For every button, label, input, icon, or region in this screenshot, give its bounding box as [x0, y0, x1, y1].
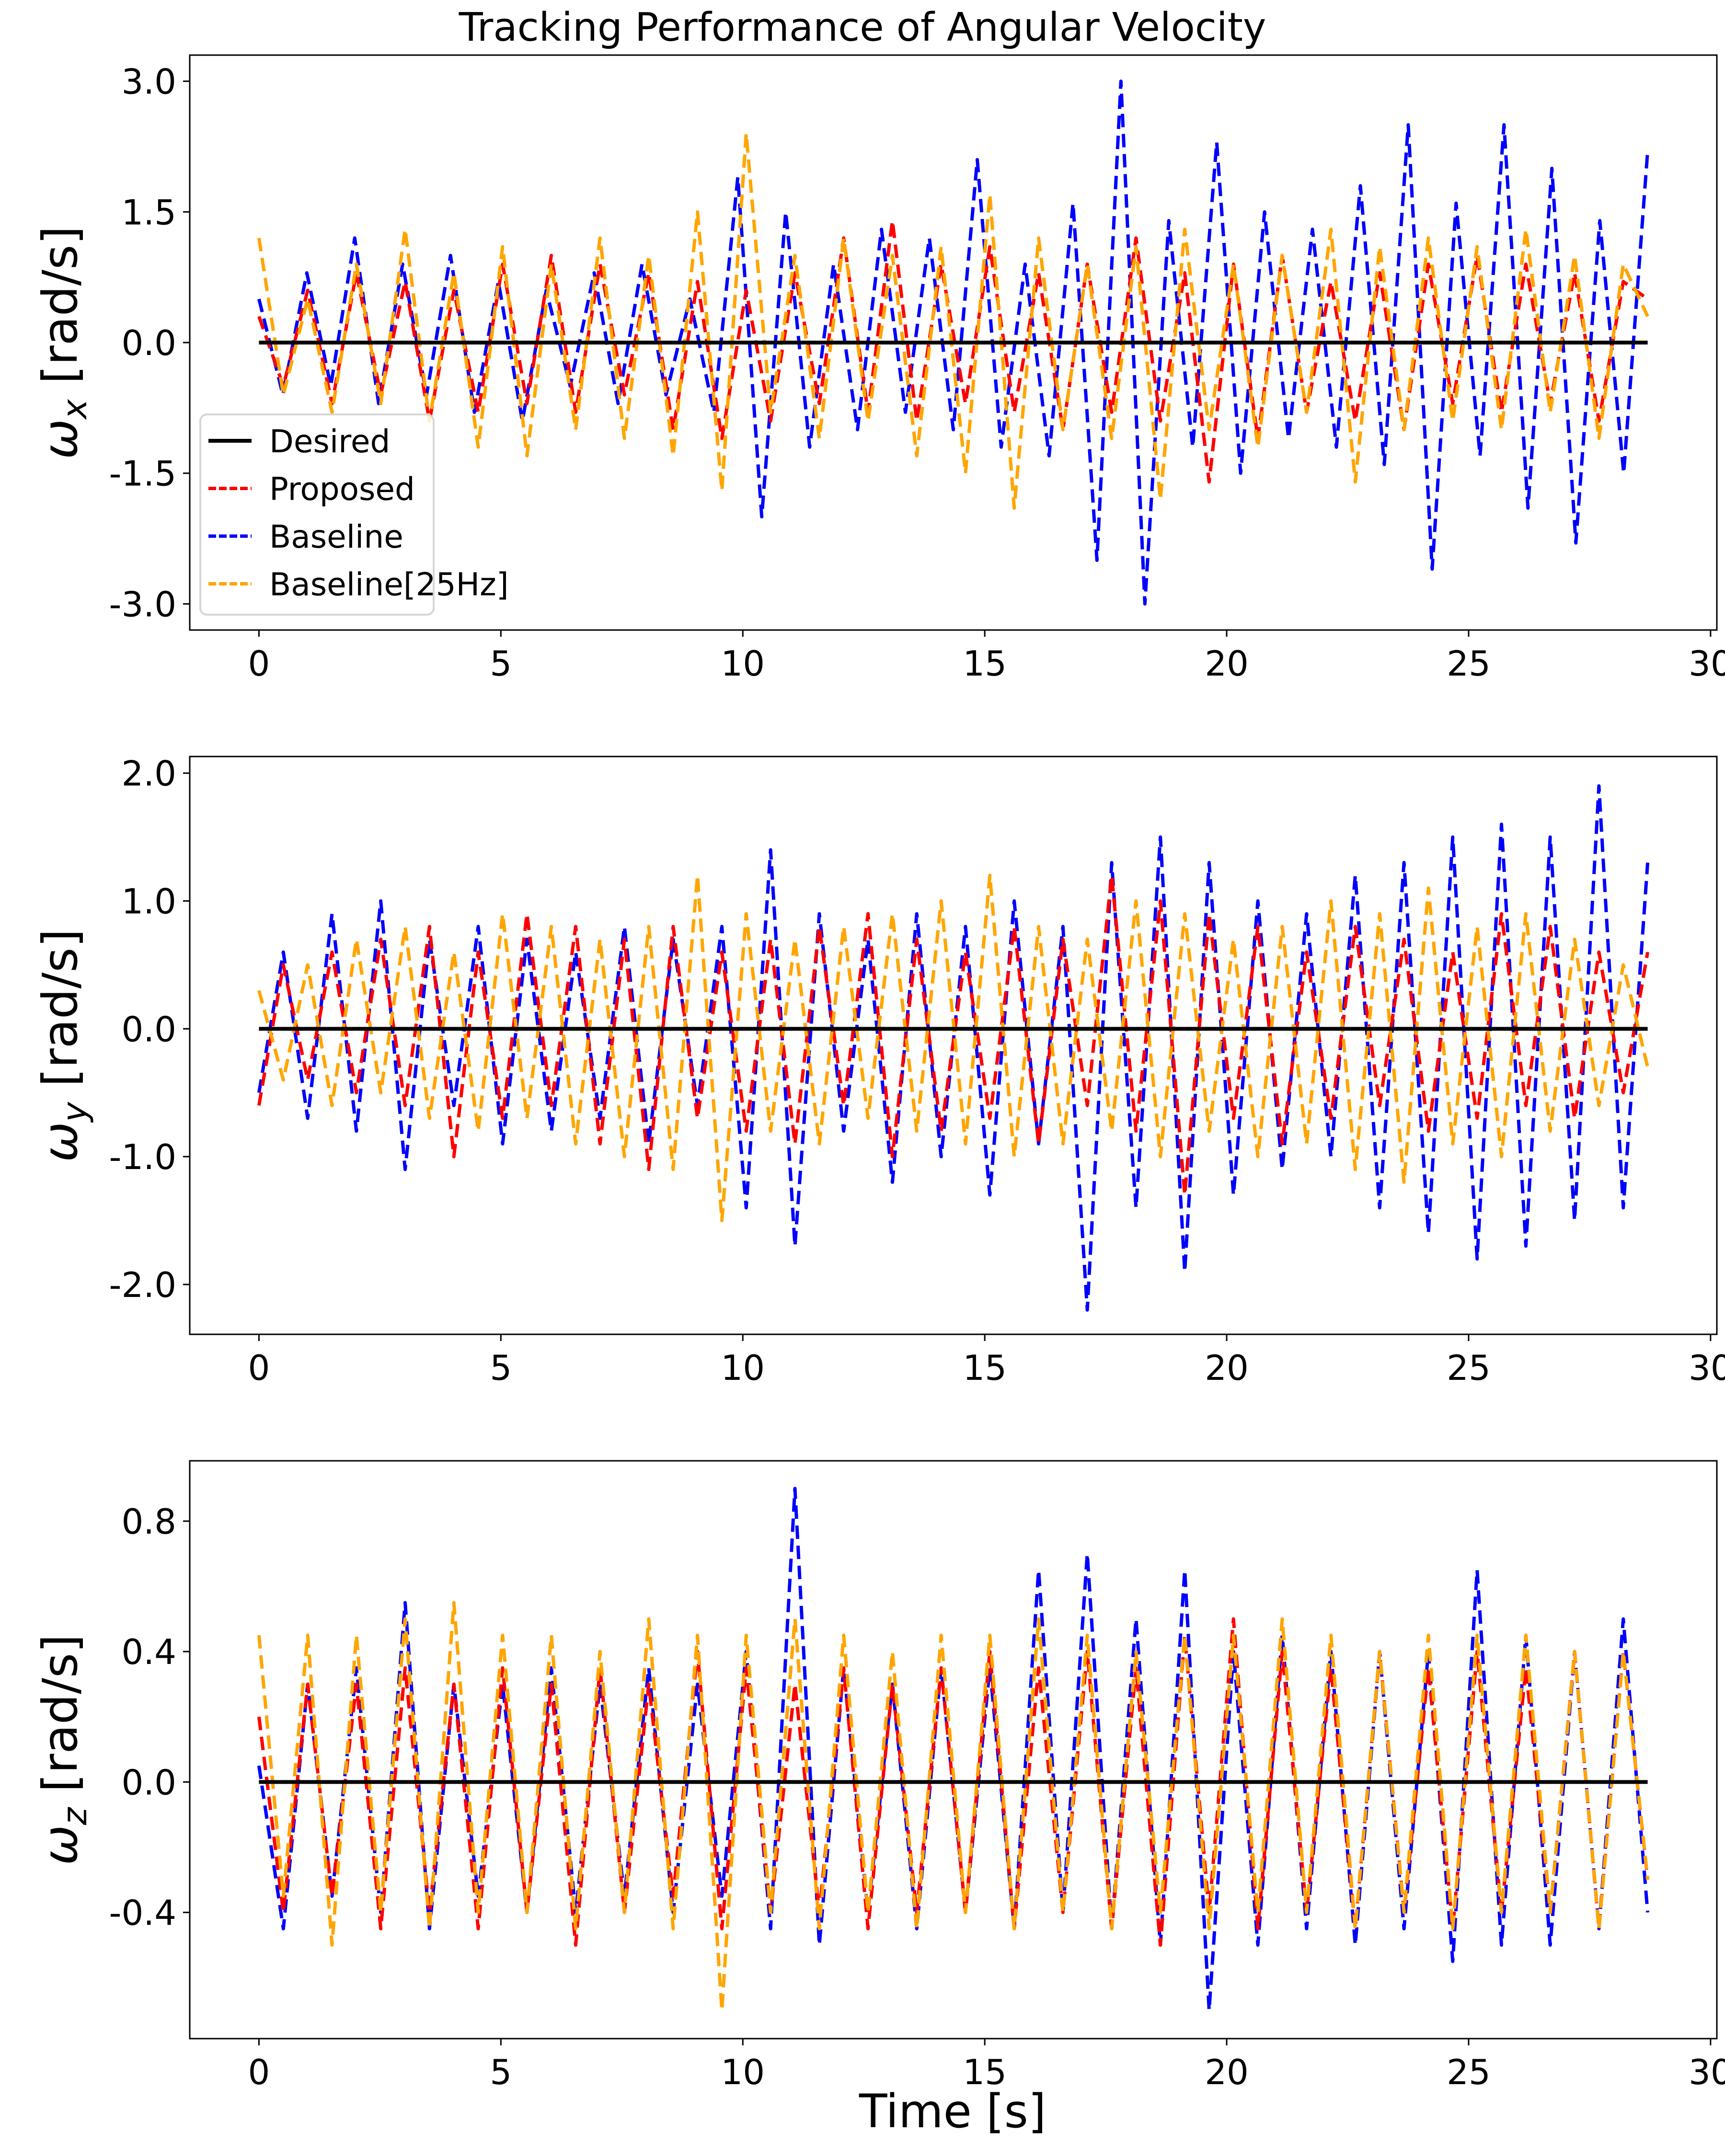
legend-label: Desired — [269, 423, 390, 460]
x-tick-label: 5 — [490, 2052, 512, 2092]
y-axis-label: ωz [rad/s] — [32, 1634, 94, 1865]
y-tick-label: -3.0 — [109, 584, 176, 624]
x-tick-label: 5 — [490, 643, 512, 684]
series-line-baseline-25hz- — [257, 132, 1649, 510]
x-tick-label: 20 — [1205, 643, 1249, 684]
series-line-baseline-25hz- — [257, 873, 1650, 1222]
y-tick-label: -1.0 — [109, 1137, 176, 1177]
series-line-baseline-25hz- — [257, 1601, 1650, 2012]
x-tick-label: 0 — [248, 643, 270, 684]
series-line-baseline — [257, 80, 1650, 606]
x-tick-label: 10 — [721, 2052, 765, 2092]
x-tick-label: 20 — [1205, 1348, 1249, 1388]
y-tick-label: 1.5 — [121, 192, 176, 232]
x-tick-label: 5 — [490, 1348, 512, 1388]
legend-label: Proposed — [269, 471, 415, 508]
x-tick-label: 10 — [721, 1348, 765, 1388]
x-tick-label: 15 — [963, 1348, 1007, 1388]
x-tick-label: 30 — [1689, 2052, 1725, 2092]
x-tick-label: 25 — [1447, 1348, 1491, 1388]
y-tick-label: 1.0 — [121, 882, 176, 922]
series-group — [257, 1487, 1650, 2012]
y-tick-label: 0.0 — [121, 1762, 176, 1802]
y-tick-label: 0.0 — [121, 1009, 176, 1049]
series-line-proposed — [257, 873, 1650, 1197]
x-tick-label: 30 — [1689, 1348, 1725, 1388]
chart-title: Tracking Performance of Angular Velocity — [459, 5, 1266, 50]
x-tick-label: 15 — [963, 2052, 1007, 2092]
legend-label: Baseline — [269, 518, 403, 555]
y-tick-label: -0.4 — [109, 1893, 176, 1933]
x-tick-label: 25 — [1447, 2052, 1491, 2092]
x-tick-label: 20 — [1205, 2052, 1249, 2092]
y-tick-label: 0.4 — [121, 1632, 176, 1672]
y-axis-label: ωy [rad/s] — [32, 929, 94, 1162]
series-group — [257, 80, 1650, 606]
legend-box — [199, 413, 435, 616]
series-group — [257, 784, 1650, 1312]
y-axis-label: ωx [rad/s] — [32, 226, 94, 459]
x-axis-label: Time [s] — [859, 2085, 1046, 2138]
axes-frame — [189, 756, 1718, 1335]
y-tick-label: 0.0 — [121, 323, 176, 363]
y-tick-label: -2.0 — [109, 1265, 176, 1305]
subplot-y: 0 5 10 15 20 25 30 2.0 1.0 0.0 -1.0 -2.0 ωy [rad/s] — [32, 754, 1725, 1388]
axes-frame — [189, 1460, 1718, 2040]
x-tick-label: 0 — [248, 2052, 270, 2092]
legend: Desired Proposed Baseline Baseline[25Hz] — [199, 413, 509, 616]
subplot-x: 0 5 10 15 20 25 30 3.0 1.5 0.0 -1.5 -3.0 ωx [rad/s] — [32, 54, 1725, 684]
x-tick-label: 25 — [1447, 643, 1491, 684]
x-tick-label: 15 — [963, 643, 1007, 684]
legend-label: Baseline[25Hz] — [269, 566, 509, 603]
y-tick-label: 2.0 — [121, 754, 176, 794]
y-tick-label: 0.8 — [121, 1502, 176, 1542]
subplot-z: 0 5 10 15 20 25 30 0.8 0.4 0.0 -0.4 ωz [rad/s] — [32, 1460, 1725, 2092]
y-tick-label: -1.5 — [109, 454, 176, 494]
x-tick-label: 30 — [1689, 643, 1725, 684]
x-tick-label: 10 — [721, 643, 765, 684]
y-tick-label: 3.0 — [121, 62, 176, 102]
x-tick-label: 0 — [248, 1348, 270, 1388]
